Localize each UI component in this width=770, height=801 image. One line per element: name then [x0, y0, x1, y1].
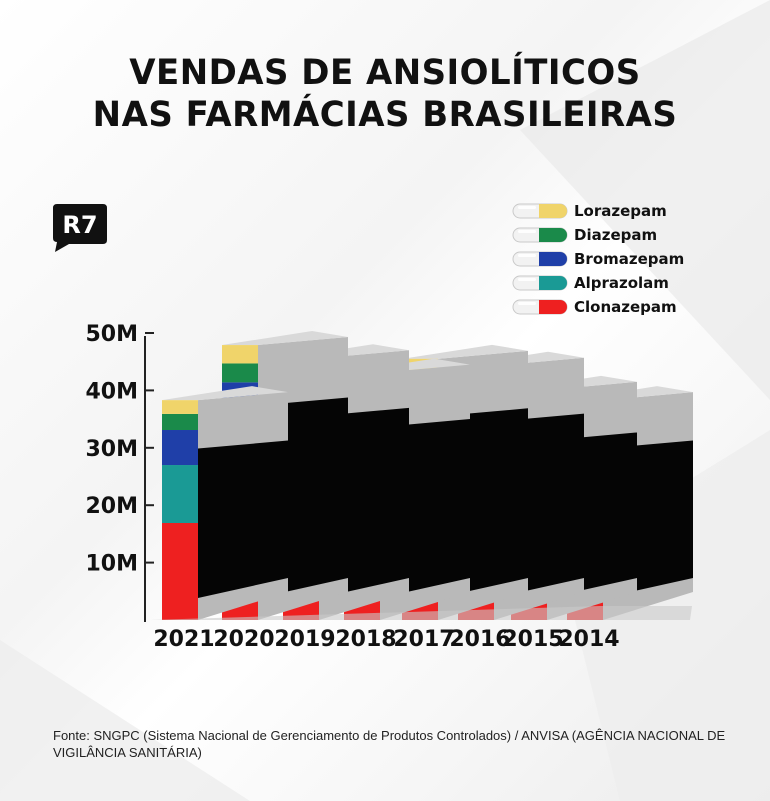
bar-top-2020 [222, 331, 348, 346]
bar-segment-lorazepam-2021 [162, 400, 198, 414]
legend-label: Bromazepam [574, 250, 685, 268]
capsule-icon [512, 251, 568, 267]
x-tick-label: 2019 [274, 627, 335, 652]
bar-segment-alprazolam-2021 [162, 465, 198, 523]
legend-label: Lorazepam [574, 202, 667, 220]
title-line-1: VENDAS DE ANSIOLÍTICOS [129, 53, 641, 93]
capsule-icon [512, 275, 568, 291]
title-line-2: NAS FARMÁCIAS BRASILEIRAS [92, 95, 678, 135]
r7-logo: R7 [53, 204, 107, 252]
bar-top-2021 [162, 386, 288, 401]
x-tick-label: 2018 [335, 627, 396, 652]
capsule-icon [512, 227, 568, 243]
bar-segment-clonazepam-2021 [162, 522, 198, 620]
x-tick-label: 2020 [213, 627, 274, 652]
y-tick-label: 10M [85, 552, 138, 577]
y-tick-label: 40M [85, 379, 138, 404]
legend-label: Diazepam [574, 226, 658, 244]
bar-segment-bromazepam-2021 [162, 430, 198, 466]
bar-segment-lorazepam-2020 [222, 345, 258, 364]
legend-label: Clonazepam [574, 298, 677, 316]
capsule-icon [512, 203, 568, 219]
x-tick-label: 2014 [558, 627, 619, 652]
bar-segment-diazepam-2020 [222, 363, 258, 383]
x-tick-label: 2015 [502, 627, 563, 652]
source-note: Fonte: SNGPC (Sistema Nacional de Gerenc… [53, 728, 726, 760]
chart-title: VENDAS DE ANSIOLÍTICOS NAS FARMÁCIAS BRA… [12, 52, 759, 136]
y-tick-label: 50M [85, 322, 138, 347]
y-tick-label: 20M [85, 494, 138, 519]
capsule-icon [512, 299, 568, 315]
x-tick-label: 2017 [393, 627, 454, 652]
x-tick-label: 2016 [449, 627, 510, 652]
bar-top-2017 [402, 344, 528, 359]
legend-label: Alprazolam [574, 274, 669, 292]
chart-floor [150, 606, 692, 620]
x-tick-label: 2021 [153, 627, 214, 652]
bar-segment-diazepam-2021 [162, 413, 198, 431]
bar-side-band-2021 [198, 440, 288, 598]
y-tick-label: 30M [85, 437, 138, 462]
logo-text: R7 [62, 211, 97, 239]
